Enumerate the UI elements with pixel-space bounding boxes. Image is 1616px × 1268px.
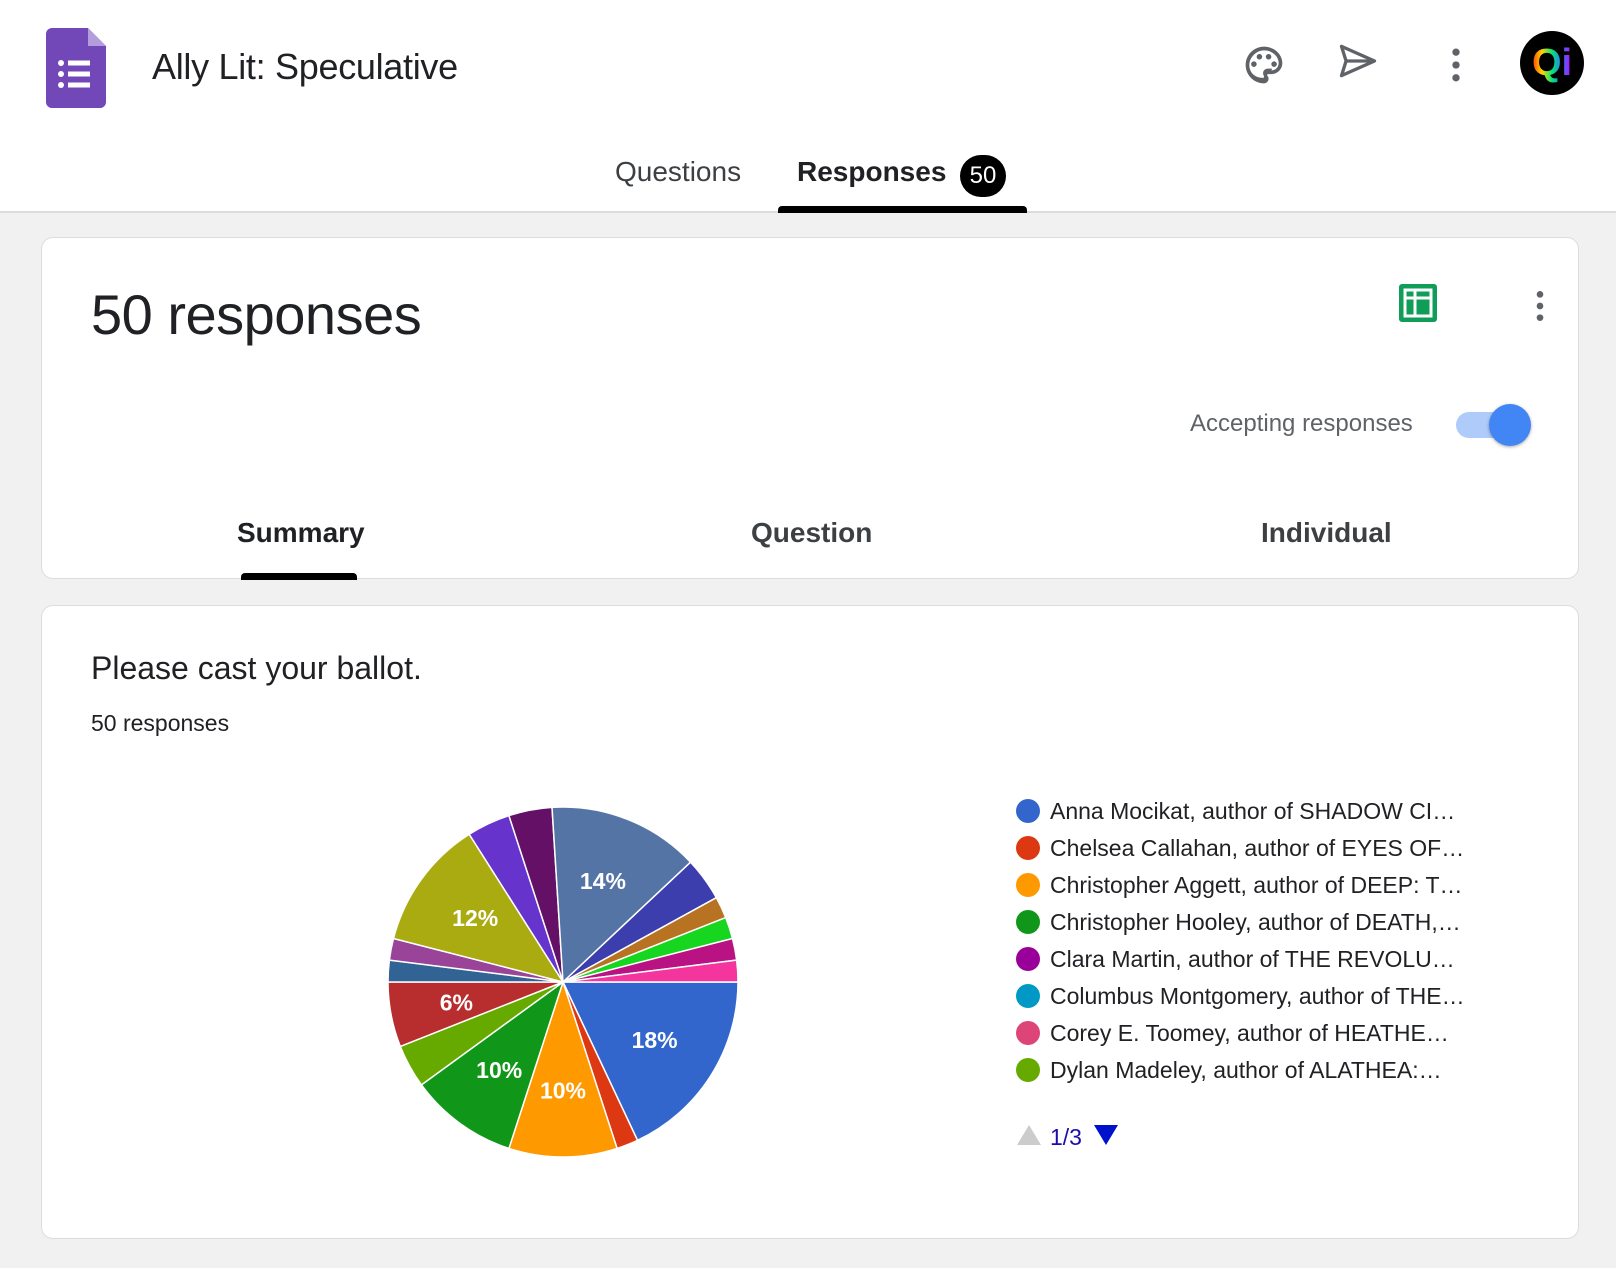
google-forms-logo-icon[interactable]: [46, 28, 106, 108]
legend-label: Corey E. Toomey, author of HEATHE…: [1050, 1019, 1449, 1046]
send-icon: [1339, 44, 1377, 78]
responses-count-badge: 50: [960, 155, 1006, 197]
send-button[interactable]: [1330, 33, 1386, 89]
sheets-link-icon[interactable]: [1399, 284, 1437, 322]
palette-icon: [1245, 46, 1283, 84]
legend-swatch: [1016, 1058, 1040, 1082]
pie-slice-label-2: 10%: [540, 1078, 586, 1104]
responses-summary-card: 50 responses Accepting responses Summary…: [41, 237, 1579, 580]
legend-next-page-icon[interactable]: [1093, 1123, 1119, 1147]
legend-label: Christopher Hooley, author of DEATH,…: [1050, 908, 1461, 935]
legend-prev-page-icon[interactable]: [1016, 1123, 1042, 1147]
subtab-summary[interactable]: Summary: [237, 517, 365, 548]
legend-swatch: [1016, 836, 1040, 860]
accepting-responses-label: Accepting responses: [1190, 410, 1413, 437]
legend-item[interactable]: Christopher Aggett, author of DEEP: T…: [1016, 870, 1536, 900]
pie-slice-label-8: 12%: [452, 905, 498, 931]
legend-swatch: [1016, 873, 1040, 897]
legend-item[interactable]: Anna Mocikat, author of SHADOW CI…: [1016, 796, 1536, 826]
legend-item[interactable]: Christopher Hooley, author of DEATH,…: [1016, 907, 1536, 937]
pie-slice-3[interactable]: [420, 980, 565, 1150]
customize-theme-button[interactable]: [1236, 37, 1292, 93]
legend-item[interactable]: Chelsea Callahan, author of EYES OF…: [1016, 833, 1536, 863]
legend-item[interactable]: Clara Martin, author of THE REVOLU…: [1016, 944, 1536, 974]
ballot-pie-chart[interactable]: 18% 10% 10% 6% 12% 14%: [364, 783, 762, 1181]
legend-item[interactable]: Dylan Madeley, author of ALATHEA:…: [1016, 1055, 1536, 1085]
legend-item[interactable]: Corey E. Toomey, author of HEATHE…: [1016, 1018, 1536, 1048]
legend-swatch: [1016, 984, 1040, 1008]
legend-label: Clara Martin, author of THE REVOLU…: [1050, 945, 1455, 972]
form-title[interactable]: Ally Lit: Speculative: [152, 46, 458, 87]
more-vert-icon: [1536, 291, 1544, 321]
total-responses-heading: 50 responses: [91, 283, 422, 346]
legend-label: Anna Mocikat, author of SHADOW CI…: [1050, 797, 1456, 824]
active-tab-indicator: [778, 206, 1027, 213]
pie-slice-0[interactable]: [561, 981, 739, 1142]
legend-item[interactable]: Columbus Montgomery, author of THE…: [1016, 981, 1536, 1011]
legend-page-indicator: 1/3: [1050, 1124, 1082, 1150]
pie-slice-label-11: 14%: [580, 868, 626, 894]
legend-swatch: [1016, 1021, 1040, 1045]
legend-swatch: [1016, 910, 1040, 934]
subtab-individual[interactable]: Individual: [1261, 517, 1392, 548]
legend-label: Christopher Aggett, author of DEEP: T…: [1050, 871, 1463, 898]
legend-label: Dylan Madeley, author of ALATHEA:…: [1050, 1056, 1442, 1083]
pie-slice-label-5: 6%: [440, 989, 473, 1015]
pie-slice-label-0: 18%: [632, 1027, 678, 1053]
toggle-thumb[interactable]: [1489, 404, 1531, 446]
responses-more-button[interactable]: [1512, 278, 1568, 334]
tab-questions[interactable]: Questions: [615, 156, 742, 187]
pie-slice-label-3: 10%: [476, 1057, 522, 1083]
pie-slice-8[interactable]: [392, 833, 565, 984]
active-subtab-indicator: [241, 573, 357, 580]
pie-slice-2[interactable]: [507, 979, 619, 1158]
account-avatar[interactable]: Qi: [1520, 31, 1584, 95]
legend-swatch: [1016, 947, 1040, 971]
pie-slice-11[interactable]: [551, 806, 692, 984]
question-title: Please cast your ballot.: [91, 650, 422, 686]
avatar-initials: Qi: [1531, 41, 1573, 84]
app-header: Ally Lit: Speculative Qi Questions Respo…: [0, 0, 1616, 213]
more-options-button[interactable]: [1428, 37, 1484, 93]
tab-responses[interactable]: Responses: [797, 156, 947, 187]
pie-slice-16[interactable]: [562, 959, 739, 983]
legend-label: Chelsea Callahan, author of EYES OF…: [1050, 834, 1465, 861]
more-vert-icon: [1452, 48, 1460, 82]
question-summary-card: Please cast your ballot. 50 responses 18…: [41, 605, 1579, 1239]
legend-label: Columbus Montgomery, author of THE…: [1050, 982, 1465, 1009]
question-response-count: 50 responses: [91, 710, 230, 736]
subtab-question[interactable]: Question: [751, 517, 873, 548]
legend-swatch: [1016, 799, 1040, 823]
